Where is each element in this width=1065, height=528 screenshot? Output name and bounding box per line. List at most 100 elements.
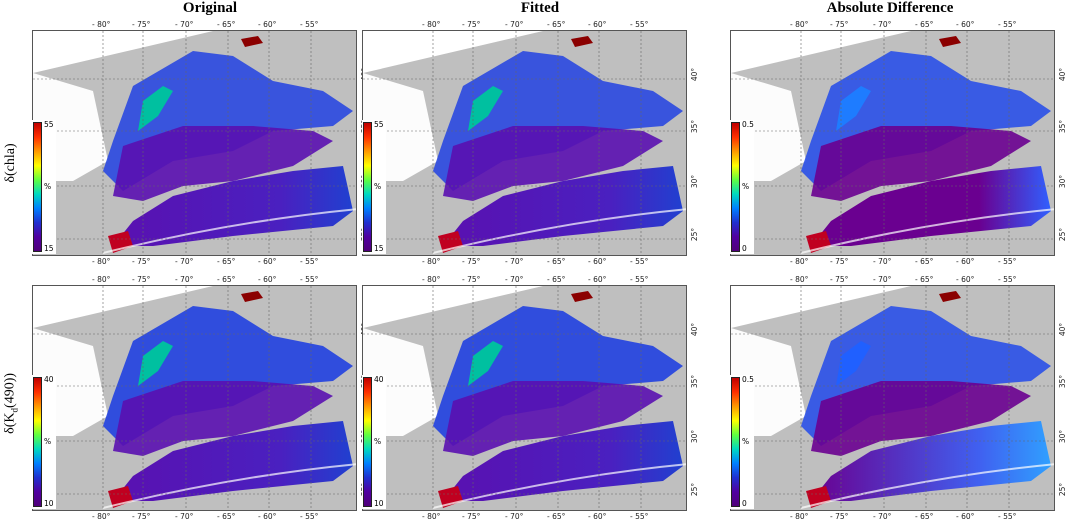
longitude-tick-label: - 80°	[422, 20, 441, 29]
no-data-region	[363, 31, 543, 73]
latitude-tick-label: 30°	[689, 429, 699, 444]
longitude-tick-label: - 60°	[588, 275, 607, 284]
longitude-tick-label: - 60°	[588, 20, 607, 29]
latitude-tick-label: 25°	[1057, 482, 1065, 497]
colorbar-min-label: 10	[44, 499, 54, 508]
longitude-tick-label: - 80°	[422, 275, 441, 284]
latitude-tick-label: 30°	[1057, 429, 1065, 444]
colorbar	[731, 122, 740, 252]
longitude-tick-label: - 60°	[588, 512, 607, 521]
latitude-tick-label: 35°	[1057, 374, 1065, 389]
map-image	[730, 30, 1055, 256]
latitude-tick-label: 25°	[689, 227, 699, 242]
coastal-band	[138, 341, 173, 386]
map-panel-chla-diff: - 80° - 80° - 75° - 75° - 70° - 70° - 65° - 65°…	[730, 20, 1065, 266]
ocean-middle	[443, 126, 663, 201]
colorbar-min-label: 15	[374, 244, 384, 253]
longitude-tick-label: - 75°	[132, 512, 151, 521]
longitude-tick-label: - 65°	[547, 512, 566, 521]
coastal-band	[468, 86, 503, 131]
longitude-tick-label: - 75°	[462, 512, 481, 521]
latitude-tick-label: 35°	[1057, 119, 1065, 134]
northeast-hotspot	[241, 36, 263, 47]
colorbar-unit-label: %	[44, 182, 52, 191]
southern-swath-edge	[432, 208, 686, 254]
map-image	[362, 30, 687, 256]
longitude-tick-label: - 80°	[422, 512, 441, 521]
colorbar-unit-label: %	[44, 437, 52, 446]
longitude-tick-label: - 65°	[547, 20, 566, 29]
no-data-region	[731, 286, 911, 328]
row-label-chla: δ(chla)	[3, 143, 18, 183]
coastal-band	[138, 86, 173, 131]
longitude-tick-label: - 60°	[956, 257, 975, 266]
southern-swath-edge	[432, 463, 686, 509]
coastal-band	[468, 341, 503, 386]
colorbar	[363, 377, 372, 507]
longitude-tick-label: - 80°	[790, 275, 809, 284]
latitude-tick-label: 30°	[1057, 174, 1065, 189]
map-panel-kd-original: - 80° - 80° - 75° - 75° - 70° - 70° - 65° - 65°…	[32, 275, 369, 521]
longitude-tick-label: - 75°	[830, 275, 849, 284]
row-label-kd490: δ(Kd(490))	[2, 372, 20, 434]
longitude-tick-label: - 80°	[92, 257, 111, 266]
longitude-tick-label: - 60°	[956, 512, 975, 521]
longitude-tick-label: - 75°	[132, 20, 151, 29]
longitude-tick-label: - 60°	[258, 257, 277, 266]
longitude-tick-label: - 55°	[300, 257, 319, 266]
colorbar	[33, 122, 42, 252]
map-image	[362, 285, 687, 511]
longitude-tick-label: - 80°	[790, 257, 809, 266]
colorbar-unit-label: %	[742, 182, 750, 191]
longitude-tick-label: - 70°	[175, 275, 194, 284]
longitude-tick-label: - 65°	[217, 20, 236, 29]
longitude-tick-label: - 70°	[505, 20, 524, 29]
longitude-tick-label: - 55°	[630, 275, 649, 284]
longitude-tick-label: - 55°	[300, 512, 319, 521]
map-panel-chla-fitted: - 80° - 80° - 75° - 75° - 70° - 70° - 65° - 65°…	[362, 20, 699, 266]
longitude-tick-label: - 70°	[873, 275, 892, 284]
colorbar-min-label: 15	[44, 244, 54, 253]
latitude-tick-label: 40°	[689, 322, 699, 337]
ocean-middle	[811, 126, 1031, 201]
longitude-tick-label: - 70°	[873, 20, 892, 29]
longitude-tick-label: - 70°	[175, 512, 194, 521]
latitude-tick-label: 25°	[689, 482, 699, 497]
latitude-tick-label: 35°	[689, 119, 699, 134]
longitude-tick-label: - 55°	[998, 20, 1017, 29]
colorbar	[33, 377, 42, 507]
colorbar-min-label: 10	[374, 499, 384, 508]
latitude-tick-label: 40°	[1057, 67, 1065, 82]
longitude-tick-label: - 65°	[915, 257, 934, 266]
longitude-tick-label: - 60°	[258, 275, 277, 284]
colorbar-min-label: 0	[742, 244, 747, 253]
colorbar-unit-label: %	[374, 182, 382, 191]
longitude-tick-label: - 55°	[300, 20, 319, 29]
coastal-band	[836, 341, 871, 386]
longitude-tick-label: - 70°	[505, 257, 524, 266]
latitude-tick-label: 30°	[689, 174, 699, 189]
longitude-tick-label: - 80°	[92, 20, 111, 29]
longitude-tick-label: - 80°	[790, 20, 809, 29]
longitude-tick-label: - 75°	[132, 257, 151, 266]
longitude-tick-label: - 55°	[998, 257, 1017, 266]
longitude-tick-label: - 55°	[630, 512, 649, 521]
colorbar-max-label: 55	[374, 120, 384, 129]
longitude-tick-label: - 80°	[790, 512, 809, 521]
longitude-tick-label: - 70°	[873, 257, 892, 266]
longitude-tick-label: - 65°	[217, 512, 236, 521]
longitude-tick-label: - 70°	[175, 20, 194, 29]
column-title-fitted: Fitted	[520, 0, 560, 16]
longitude-tick-label: - 60°	[258, 512, 277, 521]
northeast-hotspot	[939, 36, 961, 47]
ocean-middle	[113, 126, 333, 201]
map-panel-kd-fitted: - 80° - 80° - 75° - 75° - 70° - 70° - 65° - 65°…	[362, 275, 699, 521]
longitude-tick-label: - 60°	[588, 257, 607, 266]
longitude-tick-label: - 80°	[422, 257, 441, 266]
coastal-band	[836, 86, 871, 131]
colorbar	[731, 377, 740, 507]
colorbar-min-label: 0	[742, 499, 747, 508]
no-data-region	[363, 286, 543, 328]
northeast-hotspot	[571, 36, 593, 47]
longitude-tick-label: - 55°	[630, 257, 649, 266]
